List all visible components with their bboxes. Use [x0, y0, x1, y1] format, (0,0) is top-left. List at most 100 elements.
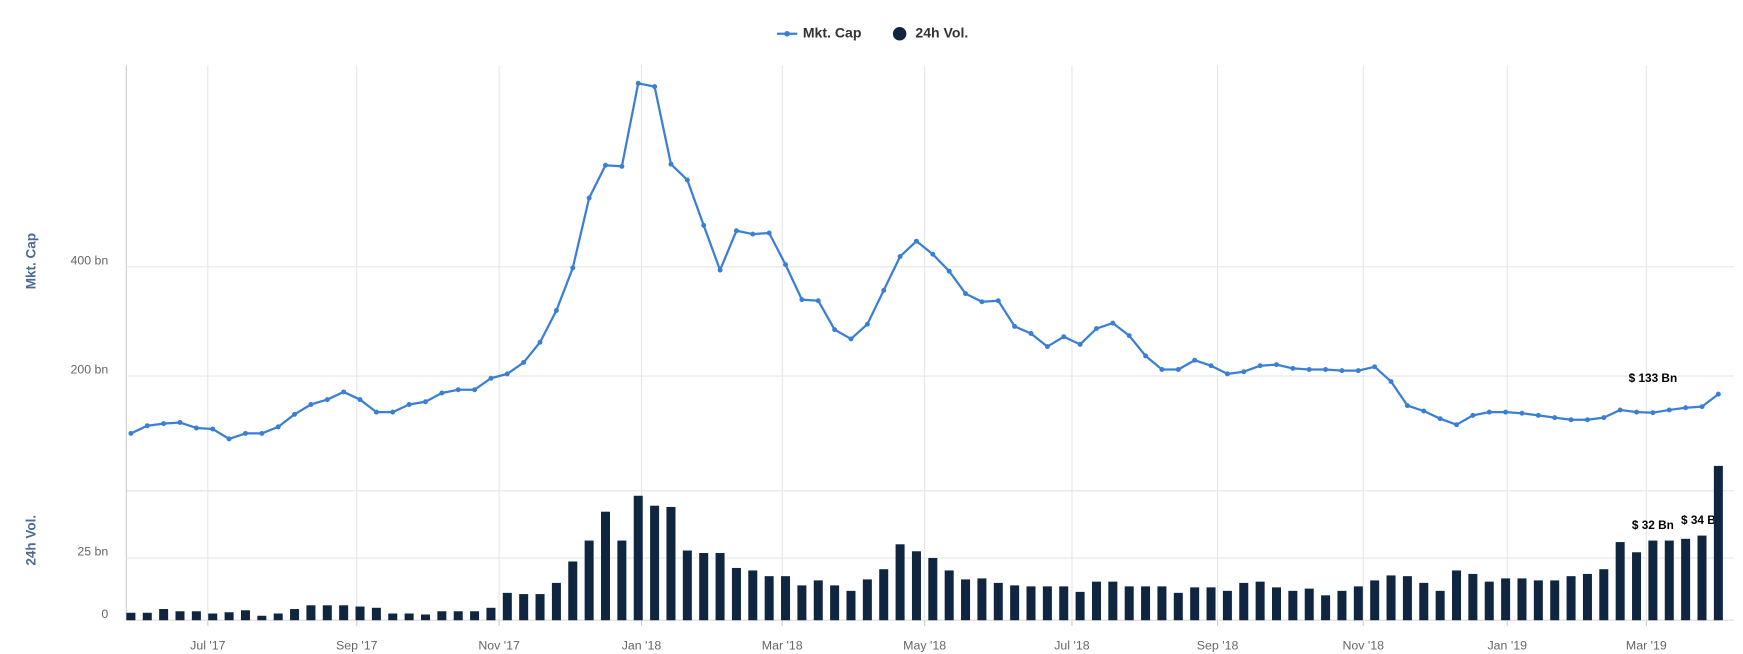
line-point [455, 387, 461, 393]
line-point [881, 287, 887, 293]
volume-bar [1042, 586, 1052, 621]
line-point [1241, 369, 1247, 375]
line-point [161, 421, 167, 427]
line-point [946, 268, 952, 274]
legend-label[interactable]: Mkt. Cap [803, 24, 862, 40]
volume-bar [1566, 576, 1576, 621]
line-point [586, 195, 592, 201]
line-point [488, 375, 494, 381]
line-point [144, 423, 150, 429]
line-point [357, 397, 363, 403]
x-tick-label: Nov '18 [1342, 638, 1384, 652]
line-point [1044, 344, 1050, 350]
line-point [864, 321, 870, 327]
volume-bar [1632, 552, 1642, 621]
line-point [570, 265, 576, 271]
line-point [1061, 334, 1067, 340]
volume-bar [420, 614, 430, 621]
volume-bar [1239, 582, 1249, 621]
volume-bar [928, 557, 938, 621]
line-point [1437, 416, 1443, 422]
line-point [128, 430, 134, 436]
line-point [1028, 330, 1034, 336]
line-point [1486, 409, 1492, 415]
volume-bar [911, 551, 921, 621]
line-point [783, 262, 789, 268]
legend-dot-icon [784, 30, 790, 37]
line-point [635, 80, 641, 86]
volume-bar [1075, 591, 1085, 621]
volume-bar [1533, 580, 1543, 621]
volume-bar [1713, 465, 1723, 621]
volume-bar [993, 582, 1003, 621]
line-point [1519, 410, 1525, 416]
volume-bar [1419, 582, 1429, 621]
line-point [1421, 408, 1427, 414]
volume-bar [715, 553, 725, 621]
line-point [1290, 365, 1296, 371]
line-point [242, 430, 248, 436]
line-point [1617, 407, 1623, 413]
line-point [1683, 405, 1689, 411]
volume-bar [1452, 570, 1462, 621]
data-label: $ 32 Bn [1632, 518, 1674, 532]
line-point [1257, 363, 1263, 369]
line-point [504, 371, 510, 377]
volume-bar [1206, 587, 1216, 621]
volume-bar [437, 611, 447, 621]
volume-bar [1059, 586, 1069, 621]
volume-bar [862, 579, 872, 621]
volume-bar [601, 511, 611, 621]
data-label: $ 133 Bn [1629, 371, 1678, 385]
volume-bar [666, 506, 676, 621]
volume-bar [633, 495, 643, 621]
volume-bar [175, 611, 185, 621]
volume-bar [453, 611, 463, 621]
x-tick-label: Jan '19 [1487, 638, 1527, 652]
line-point [995, 298, 1001, 304]
line-point [1535, 412, 1541, 418]
line-point [1208, 363, 1214, 369]
line-point [1192, 357, 1198, 363]
line-point [913, 238, 919, 244]
line-point [963, 291, 969, 297]
volume-bar [306, 605, 316, 621]
line-point [1552, 415, 1558, 421]
line-point [1715, 391, 1721, 397]
volume-bar [404, 613, 414, 621]
volume-bar [813, 580, 823, 621]
line-point [1372, 364, 1378, 370]
volume-bar [1402, 576, 1412, 621]
line-point [1454, 422, 1459, 428]
mkt-cap-line [130, 82, 1720, 441]
volume-bar [797, 585, 807, 621]
line-point [1110, 320, 1116, 326]
line-point [1159, 367, 1165, 373]
y-axis-title: Mkt. Cap [23, 233, 38, 289]
line-point [275, 424, 281, 430]
line-point [1175, 367, 1181, 373]
line-point [1699, 404, 1705, 410]
line-point [1650, 410, 1656, 416]
volume-bar [322, 605, 332, 621]
volume-bar [699, 553, 709, 621]
line-point [1323, 367, 1329, 373]
volume-bar [1010, 585, 1020, 621]
volume-bar [191, 611, 201, 621]
line-point [292, 411, 298, 417]
line-point [1404, 403, 1410, 409]
line-point [1388, 379, 1394, 385]
line-point [1355, 368, 1361, 374]
x-tick-label: Mar '19 [1626, 638, 1667, 652]
line-point [341, 389, 347, 395]
line-point [308, 402, 314, 407]
line-point [1012, 323, 1018, 329]
legend-label[interactable]: 24h Vol. [915, 24, 968, 40]
y-tick-label: 25 bn [77, 545, 108, 559]
line-point [684, 177, 690, 183]
volume-bar [1190, 587, 1200, 621]
volume-bar [895, 544, 905, 621]
line-point [259, 430, 265, 436]
x-tick-label: Sep '18 [1197, 638, 1239, 652]
line-point [1634, 409, 1640, 415]
